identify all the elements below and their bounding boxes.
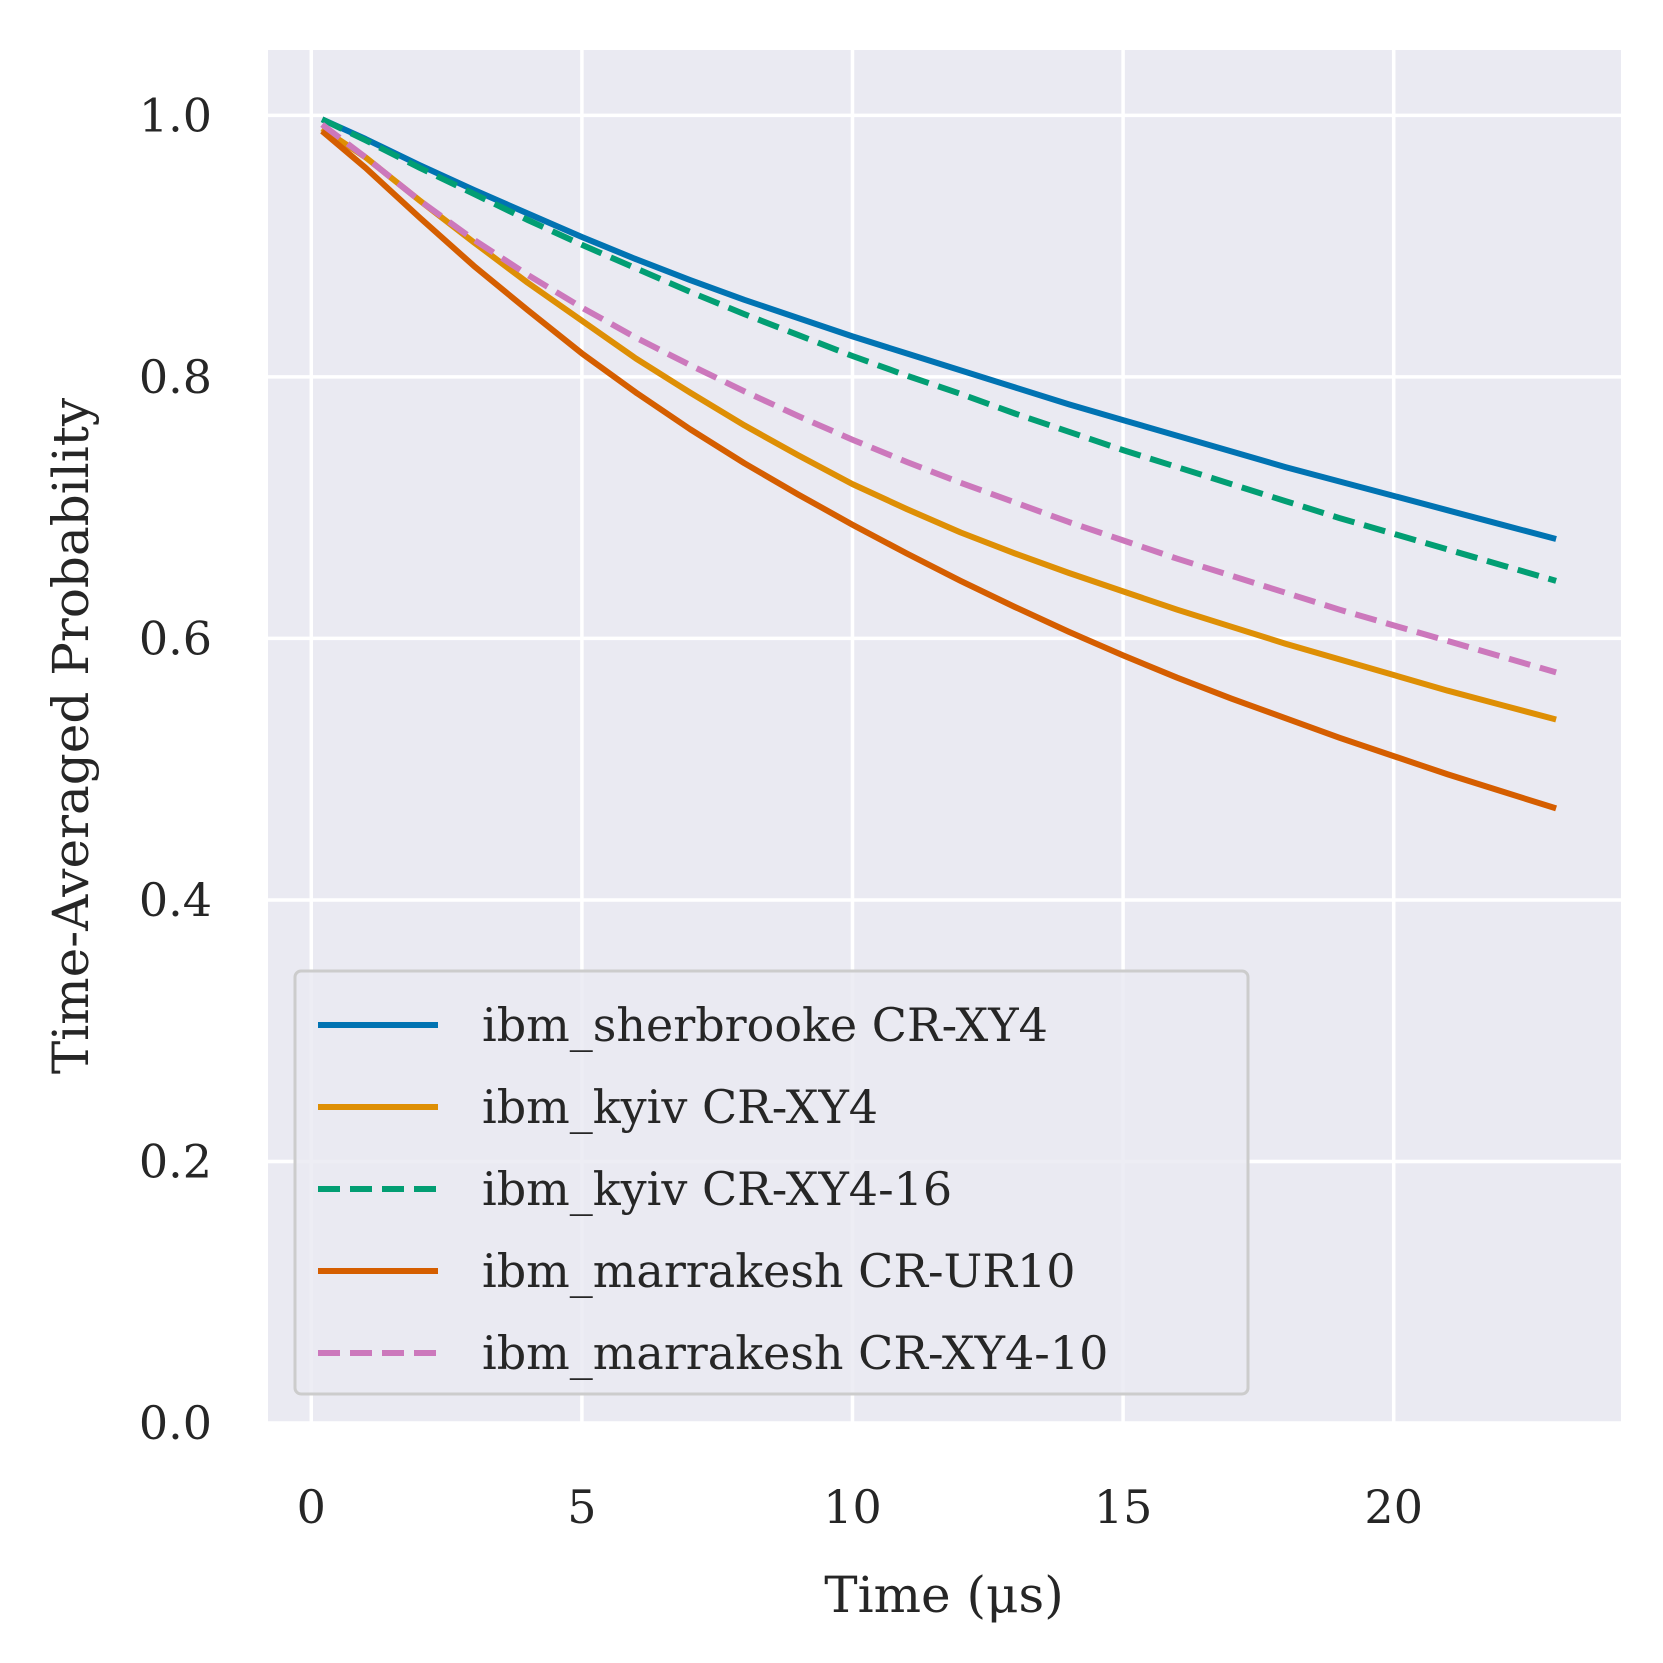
y-tick-label: 1.0	[139, 88, 212, 142]
y-tick-label: 0.4	[139, 873, 212, 927]
y-tick-label: 0.8	[139, 350, 212, 404]
y-tick-label: 0.2	[139, 1134, 212, 1188]
x-tick-labels: 0 5 10 15 20	[297, 1480, 1423, 1534]
x-tick-label: 0	[297, 1480, 326, 1534]
series-line	[320, 128, 1557, 812]
x-tick-label: 5	[567, 1480, 596, 1534]
grid	[268, 50, 1621, 1425]
legend-label: ibm_sherbrooke CR-XY4	[482, 998, 1048, 1052]
y-tick-label: 0.0	[139, 1396, 212, 1450]
legend-label: ibm_marrakesh CR-XY4-10	[482, 1326, 1108, 1380]
legend-box	[293, 969, 1250, 1396]
legend-label: ibm_kyiv CR-XY4	[482, 1080, 878, 1134]
x-axis-label: Time (μs)	[824, 1566, 1063, 1624]
legend-label: ibm_marrakesh CR-UR10	[482, 1244, 1076, 1298]
series-group	[320, 116, 1557, 812]
legend-label: ibm_kyiv CR-XY4-16	[482, 1162, 952, 1216]
x-tick-label: 20	[1364, 1480, 1423, 1534]
legend: ibm_sherbrooke CR-XY4 ibm_kyiv CR-XY4 ibm_…	[293, 969, 1250, 1396]
x-tick-label: 10	[823, 1480, 882, 1534]
series-line	[320, 116, 1557, 584]
y-tick-label: 0.6	[139, 611, 212, 665]
series-line	[320, 116, 1557, 542]
y-axis-label: Time-Averaged Probability	[42, 397, 100, 1074]
y-tick-labels: 0.0 0.2 0.4 0.6 0.8 1.0	[139, 88, 212, 1450]
x-tick-label: 15	[1094, 1480, 1153, 1534]
series-line	[320, 122, 1557, 676]
series-line	[320, 125, 1557, 723]
